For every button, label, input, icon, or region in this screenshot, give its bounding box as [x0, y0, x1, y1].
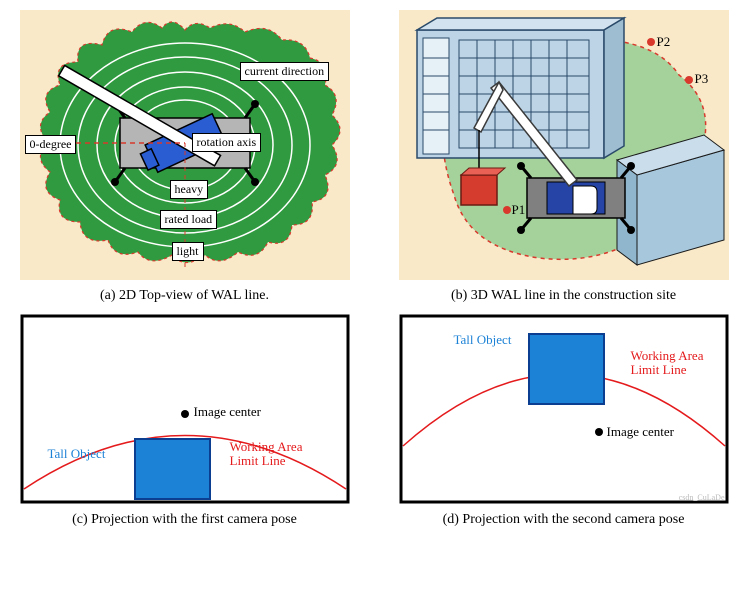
label-image-center-d: Image center	[607, 424, 674, 440]
label-wal-line-d: Working AreaLimit Line	[631, 349, 704, 378]
caption-a: (a) 2D Top-view of WAL line.	[100, 288, 269, 304]
panel-b: P1 P2 P3 (b) 3D WAL line in the construc…	[389, 10, 738, 304]
caption-c: (c) Projection with the first camera pos…	[72, 512, 297, 528]
label-current-direction: current direction	[240, 62, 330, 81]
panel-d-svg	[399, 314, 729, 504]
panel-b-diagram: P1 P2 P3	[399, 10, 729, 280]
panel-c-svg	[20, 314, 350, 504]
label-wal-line-c: Working AreaLimit Line	[230, 440, 303, 469]
label-p2: P2	[657, 34, 671, 50]
watermark: csdn_CuLaDe	[679, 493, 725, 502]
label-image-center-c: Image center	[194, 404, 261, 420]
panel-d-diagram: Image center Tall Object Working AreaLim…	[399, 314, 729, 504]
caption-b: (b) 3D WAL line in the construction site	[451, 288, 676, 304]
label-heavy: heavy	[170, 180, 209, 199]
label-tall-object-d: Tall Object	[454, 332, 512, 348]
label-tall-object-c: Tall Object	[48, 446, 106, 462]
panel-a-diagram: current direction 0-degree rotation axis…	[20, 10, 350, 280]
label-rated-load: rated load	[160, 210, 218, 229]
label-light: light	[172, 242, 204, 261]
figure-grid: current direction 0-degree rotation axis…	[10, 10, 738, 528]
panel-c-diagram: Image center Tall Object Working AreaLim…	[20, 314, 350, 504]
label-rotation-axis: rotation axis	[192, 133, 262, 152]
panel-a: current direction 0-degree rotation axis…	[10, 10, 359, 304]
panel-c: Image center Tall Object Working AreaLim…	[10, 314, 359, 528]
panel-b-svg	[399, 10, 729, 280]
building-icon	[417, 18, 624, 158]
panel-d: Image center Tall Object Working AreaLim…	[389, 314, 738, 528]
label-p3: P3	[695, 71, 709, 87]
label-zero-degree: 0-degree	[25, 135, 77, 154]
label-p1: P1	[512, 202, 526, 218]
caption-d: (d) Projection with the second camera po…	[443, 512, 685, 528]
